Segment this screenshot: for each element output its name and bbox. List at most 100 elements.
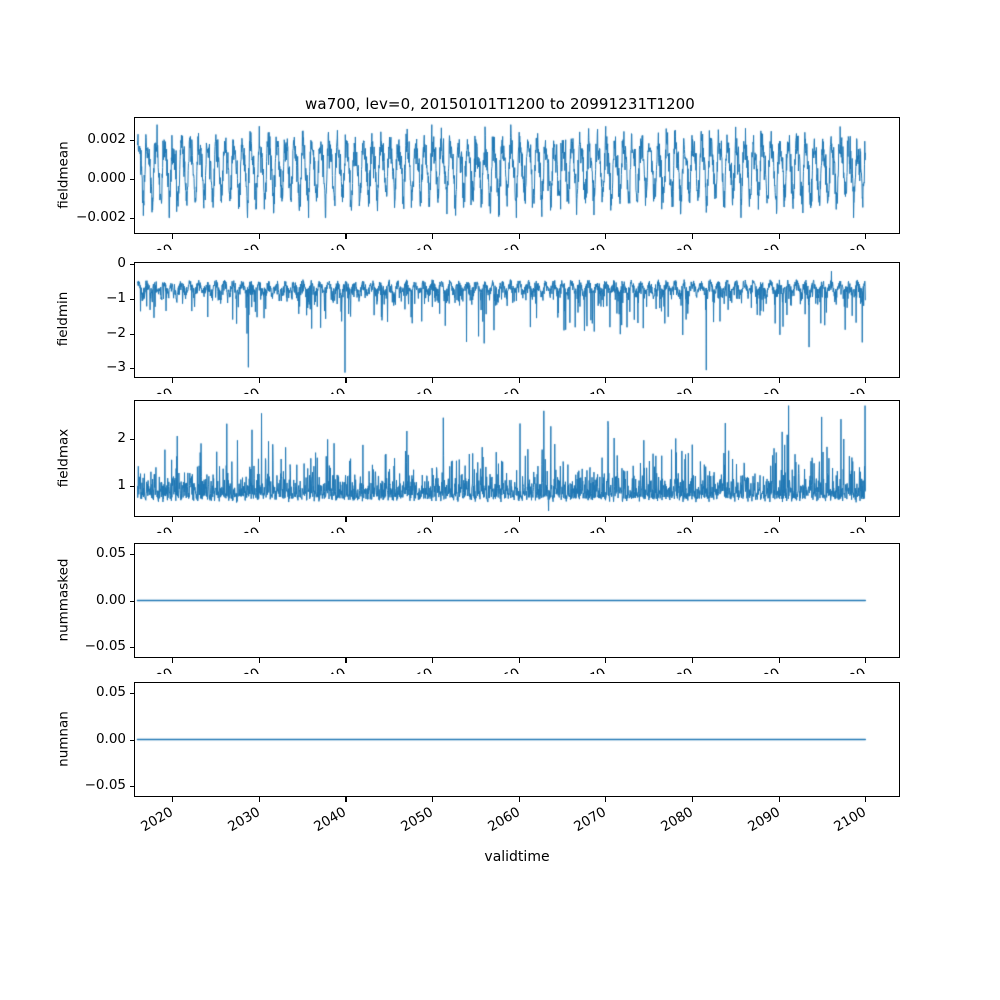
y-tick-label-nummasked-0: 0.05 <box>95 545 126 562</box>
x-tick-mark-p4-2 <box>345 797 347 802</box>
x-tick-mark-p1-8 <box>865 378 867 383</box>
x-tick-mark-p3-1 <box>258 658 260 663</box>
y-tick-label-numnan-1: 0.00 <box>95 730 126 747</box>
x-tick-label-p4-0: 2020 <box>138 804 177 836</box>
y-axis-label-nummasked: nummasked <box>55 558 71 641</box>
y-tick-mark-numnan-0 <box>129 693 134 695</box>
y-axis-label-numnan: numnan <box>55 710 71 767</box>
x-tick-label-p4-8: 2100 <box>831 804 870 836</box>
x-tick-mark-p0-3 <box>432 234 434 239</box>
x-tick-mark-p3-6 <box>692 658 694 663</box>
x-tick-mark-p2-8 <box>865 517 867 522</box>
x-tick-label-p4-2: 2040 <box>311 804 350 836</box>
y-tick-mark-numnan-2 <box>129 785 134 787</box>
x-tick-mark-p3-3 <box>432 658 434 663</box>
plot-panel-numnan <box>134 682 900 797</box>
plot-line-fieldmax <box>135 401 899 516</box>
y-axis-label-fieldmin: fieldmin <box>55 291 71 347</box>
y-tick-mark-fieldmin-1 <box>129 298 134 300</box>
plot-line-numnan <box>135 683 899 796</box>
x-tick-mark-p3-4 <box>518 658 520 663</box>
x-tick-label-p4-3: 2050 <box>398 804 437 836</box>
y-tick-label-fieldmin-3: −3 <box>106 359 126 376</box>
y-tick-mark-fieldmean-0 <box>129 140 134 142</box>
x-tick-mark-p3-2 <box>345 658 347 663</box>
x-tick-mark-p1-2 <box>345 378 347 383</box>
x-axis-label: validtime <box>484 849 550 865</box>
x-tick-mark-p1-3 <box>432 378 434 383</box>
x-tick-mark-p4-8 <box>865 797 867 802</box>
y-tick-label-nummasked-2: −0.05 <box>84 637 126 654</box>
x-tick-mark-p4-4 <box>518 797 520 802</box>
y-tick-label-numnan-2: −0.05 <box>84 776 126 793</box>
y-tick-mark-nummasked-2 <box>129 646 134 648</box>
x-tick-mark-p0-1 <box>258 234 260 239</box>
x-tick-mark-p2-3 <box>432 517 434 522</box>
x-tick-mark-p3-0 <box>172 658 174 663</box>
y-tick-mark-fieldmin-0 <box>129 264 134 266</box>
x-tick-mark-p2-1 <box>258 517 260 522</box>
x-tick-mark-p3-7 <box>778 658 780 663</box>
y-tick-label-fieldmin-0: 0 <box>117 255 126 272</box>
y-tick-label-fieldmax-1: 1 <box>117 476 126 493</box>
y-tick-label-fieldmin-1: −1 <box>106 289 126 306</box>
y-tick-label-numnan-0: 0.05 <box>95 684 126 701</box>
x-tick-mark-p2-4 <box>518 517 520 522</box>
plot-line-fieldmin <box>135 263 899 377</box>
x-tick-mark-p3-8 <box>865 658 867 663</box>
y-tick-label-fieldmean-1: 0.000 <box>87 169 126 186</box>
x-tick-mark-p0-8 <box>865 234 867 239</box>
plot-panel-nummasked <box>134 543 900 658</box>
x-tick-mark-p0-2 <box>345 234 347 239</box>
x-tick-label-p4-5: 2070 <box>571 804 610 836</box>
x-tick-mark-p4-0 <box>172 797 174 802</box>
x-tick-mark-p4-1 <box>258 797 260 802</box>
x-tick-mark-p0-7 <box>778 234 780 239</box>
plot-panel-fieldmin <box>134 262 900 378</box>
panel-overlap-mask-1 <box>0 394 1000 400</box>
plot-panel-fieldmax <box>134 400 900 517</box>
x-tick-mark-p1-1 <box>258 378 260 383</box>
x-tick-label-p4-1: 2030 <box>225 804 263 836</box>
x-tick-label-p4-4: 2060 <box>484 804 523 836</box>
y-tick-label-fieldmean-2: −0.002 <box>76 208 126 225</box>
x-tick-label-p4-7: 2090 <box>744 804 783 836</box>
y-tick-label-nummasked-1: 0.00 <box>95 591 126 608</box>
x-tick-mark-p2-6 <box>692 517 694 522</box>
x-tick-mark-p2-0 <box>172 517 174 522</box>
x-tick-mark-p1-7 <box>778 378 780 383</box>
y-axis-label-fieldmean: fieldmean <box>55 140 71 209</box>
y-tick-mark-numnan-1 <box>129 739 134 741</box>
panel-overlap-mask-0 <box>0 250 1000 262</box>
figure-title: wa700, lev=0, 20150101T1200 to 20991231T… <box>305 95 695 113</box>
panel-overlap-mask-3 <box>0 674 1000 682</box>
panel-overlap-mask-2 <box>0 533 1000 543</box>
x-tick-mark-p4-6 <box>692 797 694 802</box>
y-tick-mark-nummasked-0 <box>129 554 134 556</box>
x-tick-mark-p3-5 <box>605 658 607 663</box>
y-tick-mark-fieldmax-0 <box>129 438 134 440</box>
y-tick-mark-fieldmin-2 <box>129 333 134 335</box>
y-tick-mark-fieldmin-3 <box>129 368 134 370</box>
x-tick-label-p4-6: 2080 <box>658 804 697 836</box>
x-tick-mark-p2-5 <box>605 517 607 522</box>
plot-panel-fieldmean <box>134 117 900 234</box>
x-tick-mark-p1-6 <box>692 378 694 383</box>
x-tick-mark-p2-2 <box>345 517 347 522</box>
y-tick-mark-nummasked-1 <box>129 600 134 602</box>
y-tick-mark-fieldmean-2 <box>129 217 134 219</box>
x-tick-mark-p1-0 <box>172 378 174 383</box>
y-tick-label-fieldmax-0: 2 <box>117 429 126 446</box>
y-tick-label-fieldmean-0: 0.002 <box>87 131 126 148</box>
x-tick-mark-p2-7 <box>778 517 780 522</box>
y-tick-mark-fieldmax-1 <box>129 485 134 487</box>
x-tick-mark-p4-5 <box>605 797 607 802</box>
x-tick-mark-p0-6 <box>692 234 694 239</box>
x-tick-mark-p4-3 <box>432 797 434 802</box>
y-axis-label-fieldmax: fieldmax <box>55 428 71 487</box>
plot-line-fieldmean <box>135 118 899 233</box>
y-tick-mark-fieldmean-1 <box>129 178 134 180</box>
x-tick-mark-p1-4 <box>518 378 520 383</box>
x-tick-mark-p4-7 <box>778 797 780 802</box>
